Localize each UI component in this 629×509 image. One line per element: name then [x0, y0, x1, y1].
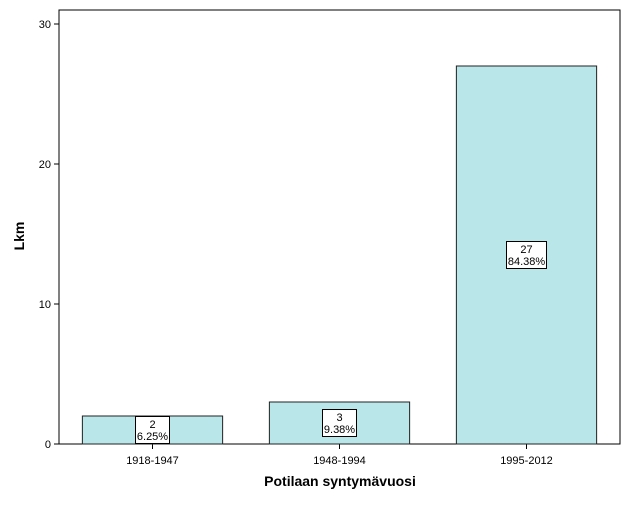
x-tick-label: 1995-2012	[500, 455, 553, 467]
x-axis-label: Potilaan syntymävuosi	[264, 473, 416, 489]
data-label-box	[506, 241, 547, 269]
data-label-box	[322, 409, 357, 437]
data-label-percent: 9.38%	[324, 424, 355, 436]
x-tick-label: 1948-1994	[313, 455, 366, 467]
data-label-percent: 84.38%	[508, 256, 546, 268]
x-tick-label: 1918-1947	[126, 455, 179, 467]
data-label-percent: 6.25%	[137, 431, 168, 443]
y-tick-label: 30	[39, 19, 51, 31]
y-axis-label: Lkm	[11, 222, 27, 251]
data-label-count: 2	[149, 419, 155, 431]
y-tick-label: 0	[45, 439, 51, 451]
data-label-count: 3	[336, 412, 342, 424]
y-tick-label: 10	[39, 299, 51, 311]
data-label-count: 27	[520, 244, 532, 256]
data-label-box	[135, 416, 170, 444]
y-tick-label: 20	[39, 159, 51, 171]
